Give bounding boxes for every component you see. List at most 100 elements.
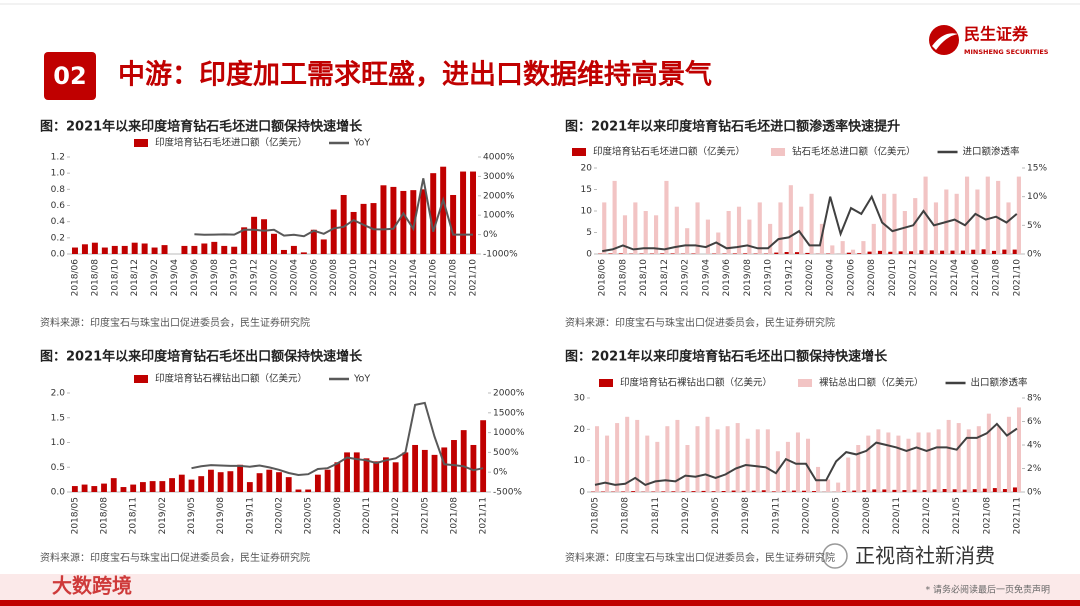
bar: [1016, 407, 1021, 492]
bar: [665, 426, 670, 492]
logo-cn: 民生证券: [964, 25, 1029, 44]
bar: [1016, 176, 1021, 254]
bar: [960, 250, 965, 254]
bar: [761, 490, 766, 492]
x-tick-label: 2018/05: [70, 497, 80, 534]
bar: [765, 429, 770, 492]
bar: [681, 491, 686, 492]
y-tick-label: 1.0: [51, 438, 66, 448]
y2-tick-label: 4000%: [483, 153, 515, 163]
x-tick-label: 2019/02: [681, 259, 691, 296]
bar: [111, 245, 118, 254]
bar: [812, 491, 817, 492]
y-tick-label: 0.4: [51, 217, 66, 227]
bar: [675, 419, 680, 492]
bar: [986, 413, 991, 492]
bar: [664, 180, 669, 254]
x-tick-label: 2021/10: [469, 259, 479, 297]
x-tick-label: 2018/11: [129, 497, 139, 534]
bar: [896, 435, 901, 492]
logo-en: MINSHENG SECURITIES: [964, 48, 1049, 56]
bar: [285, 477, 292, 492]
bar: [615, 423, 620, 492]
x-tick-label: 2019/04: [701, 259, 711, 297]
legend-label: 出口额渗透率: [971, 377, 1029, 389]
bar: [695, 426, 700, 492]
y2-tick-label: 1000%: [483, 211, 515, 221]
x-tick-label: 2020/04: [826, 259, 836, 297]
bar: [201, 243, 208, 254]
bar: [757, 202, 762, 254]
x-tick-label: 2019/12: [784, 259, 794, 296]
bar: [711, 491, 716, 492]
y2-tick-label: -500%: [493, 488, 522, 498]
bar: [721, 490, 726, 492]
x-tick-label: 2021/02: [929, 259, 939, 296]
bar: [751, 490, 756, 492]
bar: [149, 481, 156, 492]
y-tick-label: 15: [581, 185, 592, 195]
y2-tick-label: 15%: [1027, 164, 1047, 174]
y-tick-label: 0.2: [51, 233, 65, 243]
bar: [161, 245, 168, 254]
bar: [431, 454, 438, 492]
y-tick-label: 0: [579, 488, 585, 498]
bar: [1006, 202, 1011, 254]
bar: [942, 489, 947, 492]
bar: [373, 461, 380, 492]
bar: [919, 250, 924, 254]
x-tick-label: 2021/05: [420, 497, 430, 534]
line: [602, 194, 1018, 253]
y-tick-label: 5: [586, 228, 592, 238]
bar: [421, 449, 428, 492]
bar: [735, 423, 740, 492]
x-tick-label: 2020/10: [349, 259, 359, 297]
bar: [198, 476, 205, 492]
bar: [231, 246, 238, 254]
bar: [217, 472, 224, 492]
y-tick-label: 0.0: [51, 250, 66, 260]
bar: [872, 489, 877, 492]
bar: [300, 252, 307, 254]
bar: [654, 215, 659, 254]
bar: [645, 435, 650, 492]
bar: [805, 252, 810, 254]
x-tick-label: 2019/05: [711, 497, 721, 534]
x-tick-label: 2020/05: [304, 497, 314, 534]
x-tick-label: 2020/06: [846, 259, 856, 297]
logo-swoosh: [932, 33, 958, 50]
x-tick-label: 2020/10: [888, 259, 898, 297]
bar: [608, 253, 613, 254]
bar: [836, 482, 841, 492]
bar: [612, 180, 617, 254]
y2-tick-label: -1000%: [483, 250, 518, 260]
bar: [861, 241, 866, 254]
bar: [221, 245, 228, 254]
bar: [410, 190, 417, 254]
bar: [809, 193, 814, 254]
legend-swatch: [134, 375, 148, 383]
x-tick-label: 2020/05: [832, 497, 842, 534]
x-tick-label: 2018/08: [618, 259, 628, 297]
bar: [909, 251, 914, 254]
x-tick-label: 2018/05: [591, 497, 601, 534]
bar: [91, 486, 98, 492]
legend-label: YoY: [353, 138, 370, 149]
legend-label: 印度培育钻石裸钻出口额（亿美元）: [155, 373, 307, 385]
bar: [830, 245, 835, 254]
x-tick-label: 2020/12: [369, 259, 379, 296]
bar: [906, 438, 911, 492]
x-tick-label: 2021/02: [389, 259, 399, 296]
bar: [208, 469, 214, 492]
bar: [605, 435, 610, 492]
chart-title: 图：2021年以来印度培育钻石毛坯出口额保持快速增长: [40, 349, 363, 365]
x-tick-label: 2020/06: [309, 259, 319, 297]
bar: [340, 194, 347, 254]
y-tick-label: 0.8: [51, 185, 66, 195]
bar: [402, 452, 409, 492]
bar: [271, 233, 277, 254]
bar: [295, 489, 302, 492]
y2-tick-label: 2%: [1027, 464, 1042, 474]
y2-tick-label: 0%: [493, 468, 508, 478]
bar: [940, 250, 945, 254]
